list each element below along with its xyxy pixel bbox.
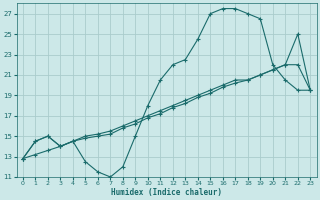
X-axis label: Humidex (Indice chaleur): Humidex (Indice chaleur) <box>111 188 222 197</box>
